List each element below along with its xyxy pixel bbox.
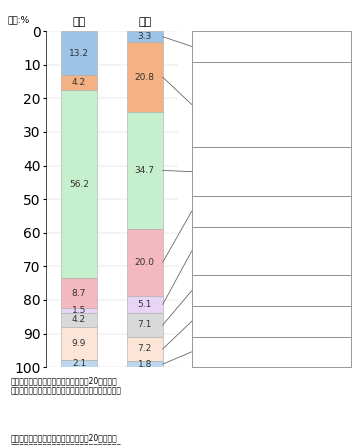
Bar [61,327,97,360]
Bar [61,89,97,279]
Text: 血管性及び詳細不明の認知症: 血管性及び詳細不明の認知症 [196,43,253,50]
Bar [127,296,163,313]
Text: 4.2: 4.2 [72,78,86,87]
Text: 気分（感情）障害（躁うつ病を含む）: 気分（感情）障害（躁うつ病を含む） [196,208,271,214]
Text: 神経症性障害、ストレス関連障害
及び身体表現性障害: 神経症性障害、ストレス関連障害 及び身体表現性障害 [196,244,262,259]
Text: 5.1: 5.1 [137,300,152,309]
Bar [127,361,163,367]
Text: 56.2: 56.2 [69,179,89,189]
Text: 7.2: 7.2 [137,344,152,353]
Text: 20.0: 20.0 [135,258,155,267]
Bar [127,112,163,229]
Text: 統合失調症、統合失調症型障害
及び妄想性障害: 統合失調症、統合失調症型障害 及び妄想性障害 [196,164,257,179]
Bar [127,42,163,112]
Bar [61,76,97,89]
Text: 8.7: 8.7 [72,288,86,298]
Text: 資料：厚生労働省「患者調査」（平成20年）より: 資料：厚生労働省「患者調査」（平成20年）より [11,434,118,443]
Text: 1.5: 1.5 [72,306,86,315]
Text: 3.3: 3.3 [137,32,152,41]
Bar [127,337,163,361]
Bar [61,31,97,76]
Bar [61,360,97,367]
Text: 34.7: 34.7 [135,166,155,175]
Text: アルツハイマー病: アルツハイマー病 [196,318,231,324]
Text: 入院: 入院 [72,17,86,27]
Bar [127,31,163,42]
Text: 20.8: 20.8 [135,73,155,82]
Bar [127,229,163,296]
Text: 2.1: 2.1 [72,359,86,368]
Text: 7.1: 7.1 [137,320,152,329]
Text: その他の精神及び行動の障害: その他の精神及び行動の障害 [196,287,253,294]
Text: 資料：厚生労働省「患者調査」（平成20年）より
　　　厚生労働省社会・援護局障害保健福祉部で作成: 資料：厚生労働省「患者調査」（平成20年）より 厚生労働省社会・援護局障害保健福… [11,376,122,396]
Text: 1.8: 1.8 [137,360,152,368]
Text: 13.2: 13.2 [69,49,89,58]
Bar [127,313,163,337]
Text: 外来: 外来 [138,17,151,27]
Text: 精神作用物質使用による精神及
び行動の障害（アルコール使用
（飲酒）による精神及び行動の
障害を含む）: 精神作用物質使用による精神及 び行動の障害（アルコール使用 （飲酒）による精神及… [196,89,257,120]
Text: 単位:%: 単位:% [7,16,29,24]
Bar [61,313,97,327]
Bar [61,279,97,307]
Text: 厚生労働省社会・援護局障害保健福祉部で作成: 厚生労働省社会・援護局障害保健福祉部で作成 [11,443,122,445]
Text: 9.9: 9.9 [72,339,86,348]
Text: 4.2: 4.2 [72,315,86,324]
Text: てんかん: てんかん [196,348,213,355]
Bar [61,307,97,313]
